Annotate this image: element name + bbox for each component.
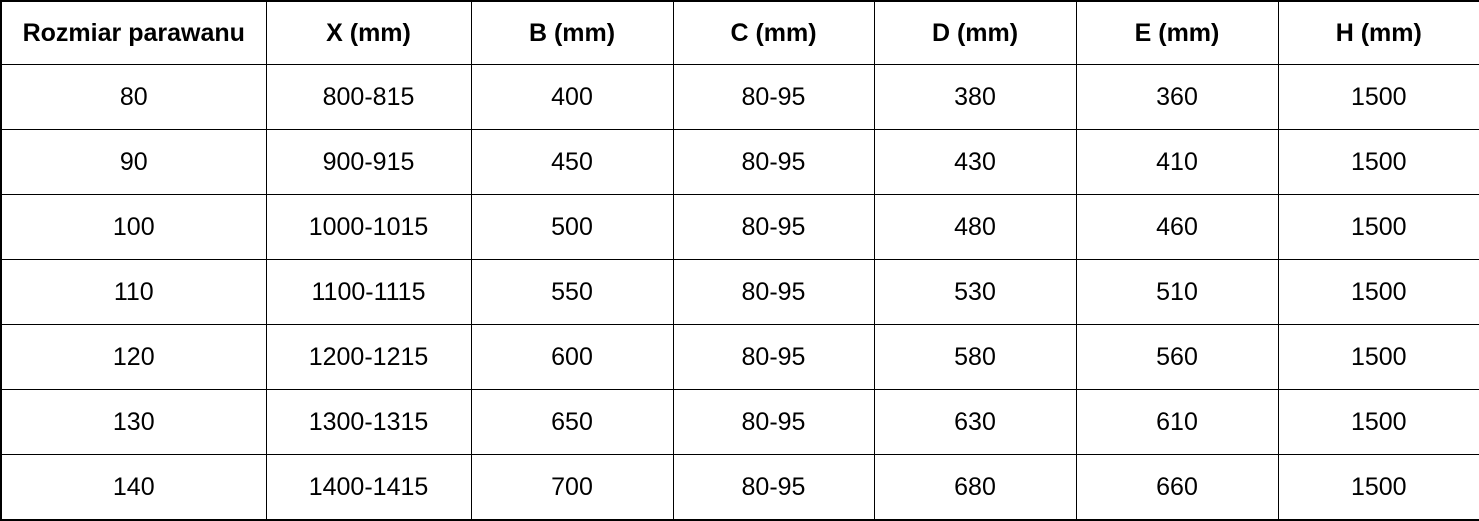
column-header-b-mm: B (mm) xyxy=(470,0,674,65)
column-header-d-mm: D (mm) xyxy=(873,0,1077,65)
table-cell: 900-915 xyxy=(265,129,472,195)
table-row-size-100: 100 1000-1015 500 80-95 480 460 1500 xyxy=(0,194,1479,260)
table-cell: 1500 xyxy=(1277,129,1479,195)
table-row-size-120: 120 1200-1215 600 80-95 580 560 1500 xyxy=(0,324,1479,390)
table-cell: 550 xyxy=(470,259,674,325)
table-row-size-90: 90 900-915 450 80-95 430 410 1500 xyxy=(0,129,1479,195)
column-header-c-mm: C (mm) xyxy=(672,0,875,65)
table-cell: 560 xyxy=(1075,324,1279,390)
table-cell: 610 xyxy=(1075,389,1279,455)
table-cell: 80 xyxy=(0,64,267,130)
column-header-e-mm: E (mm) xyxy=(1075,0,1279,65)
table-cell: 500 xyxy=(470,194,674,260)
table-cell: 410 xyxy=(1075,129,1279,195)
table-cell: 450 xyxy=(470,129,674,195)
table-cell: 460 xyxy=(1075,194,1279,260)
table-cell: 1500 xyxy=(1277,454,1479,521)
table-cell: 700 xyxy=(470,454,674,521)
table-cell: 630 xyxy=(873,389,1077,455)
table-cell: 120 xyxy=(0,324,267,390)
table-cell: 80-95 xyxy=(672,129,875,195)
table-cell: 400 xyxy=(470,64,674,130)
table-cell: 80-95 xyxy=(672,454,875,521)
table-cell: 800-815 xyxy=(265,64,472,130)
table-cell: 430 xyxy=(873,129,1077,195)
table-cell: 1500 xyxy=(1277,194,1479,260)
table-cell: 110 xyxy=(0,259,267,325)
table-cell: 90 xyxy=(0,129,267,195)
table-cell: 1000-1015 xyxy=(265,194,472,260)
column-header-rozmiar-parawanu: Rozmiar parawanu xyxy=(0,0,267,65)
table-cell: 1500 xyxy=(1277,64,1479,130)
table-cell: 100 xyxy=(0,194,267,260)
table-cell: 140 xyxy=(0,454,267,521)
table-cell: 80-95 xyxy=(672,259,875,325)
table-cell: 80-95 xyxy=(672,324,875,390)
table-cell: 480 xyxy=(873,194,1077,260)
column-header-x-mm: X (mm) xyxy=(265,0,472,65)
table-cell: 660 xyxy=(1075,454,1279,521)
table-cell: 80-95 xyxy=(672,389,875,455)
table-cell: 600 xyxy=(470,324,674,390)
table-cell: 510 xyxy=(1075,259,1279,325)
table-cell: 1300-1315 xyxy=(265,389,472,455)
table-cell: 680 xyxy=(873,454,1077,521)
table-cell: 380 xyxy=(873,64,1077,130)
table-header-row: Rozmiar parawanu X (mm) B (mm) C (mm) D … xyxy=(0,0,1479,65)
table-cell: 1500 xyxy=(1277,389,1479,455)
table-cell: 530 xyxy=(873,259,1077,325)
table-cell: 1400-1415 xyxy=(265,454,472,521)
table-cell: 580 xyxy=(873,324,1077,390)
table-row-size-140: 140 1400-1415 700 80-95 680 660 1500 xyxy=(0,454,1479,521)
table-cell: 80-95 xyxy=(672,64,875,130)
table-row-size-110: 110 1100-1115 550 80-95 530 510 1500 xyxy=(0,259,1479,325)
table-cell: 1500 xyxy=(1277,324,1479,390)
column-header-h-mm: H (mm) xyxy=(1277,0,1479,65)
table-row-size-80: 80 800-815 400 80-95 380 360 1500 xyxy=(0,64,1479,130)
table-cell: 650 xyxy=(470,389,674,455)
table-cell: 1200-1215 xyxy=(265,324,472,390)
table-cell: 130 xyxy=(0,389,267,455)
table-cell: 1100-1115 xyxy=(265,259,472,325)
table-cell: 80-95 xyxy=(672,194,875,260)
table-cell: 1500 xyxy=(1277,259,1479,325)
table-cell: 360 xyxy=(1075,64,1279,130)
table-row-size-130: 130 1300-1315 650 80-95 630 610 1500 xyxy=(0,389,1479,455)
